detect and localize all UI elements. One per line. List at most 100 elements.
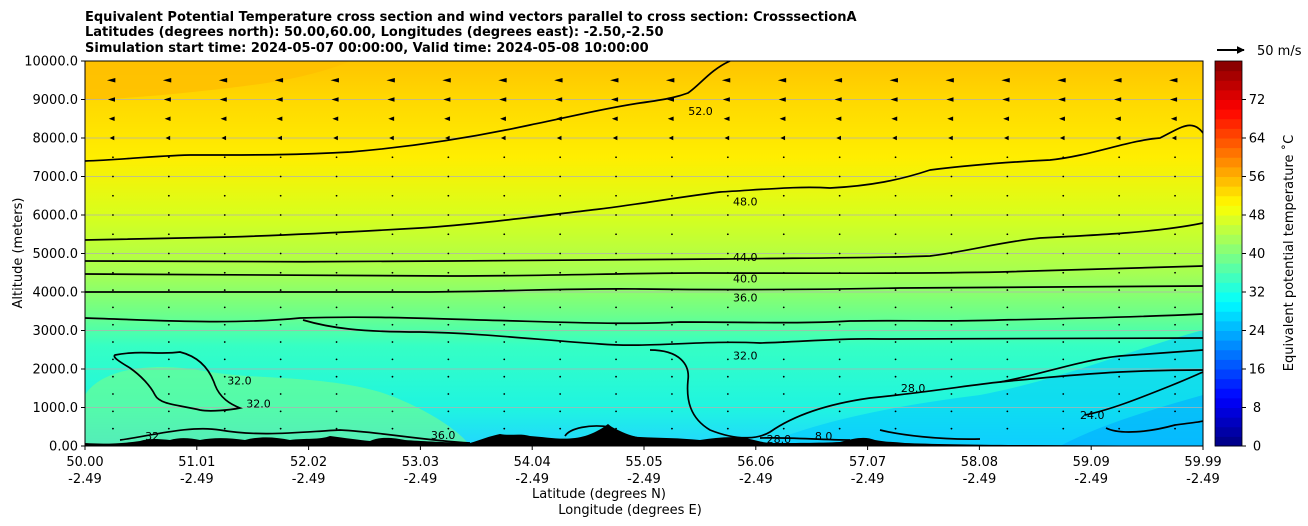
x-tick-label-lat: 54.04 [514, 455, 551, 470]
wind-arrow [500, 116, 506, 122]
wind-arrow [391, 214, 394, 216]
chart-title-line-3: Simulation start time: 2024-05-07 00:00:… [85, 41, 649, 56]
wind-arrow [1006, 156, 1009, 159]
colorbar-band [1215, 176, 1242, 187]
wind-arrow [671, 252, 673, 255]
wind-arrow [780, 135, 786, 141]
wind-arrow [447, 323, 450, 326]
wind-arrow [442, 77, 451, 83]
wind-arrow [279, 358, 282, 361]
wind-arrow [782, 156, 785, 159]
wind-arrow [1006, 175, 1009, 178]
wind-arrow [1114, 97, 1122, 102]
wind-arrow [447, 194, 450, 197]
wind-arrow [894, 175, 897, 178]
wind-arrow [894, 289, 897, 291]
wind-arrow [333, 135, 338, 141]
wind-arrow [279, 323, 282, 326]
colorbar-band [1215, 195, 1242, 206]
wind-arrow [391, 410, 394, 413]
wind-arrow [503, 358, 506, 361]
wind-arrow [447, 271, 450, 274]
wind-arrow [615, 233, 617, 236]
colorbar-tick-label: 32 [1249, 286, 1266, 301]
wind-arrow [279, 271, 282, 274]
wind-arrow [950, 156, 953, 159]
wind-arrow [1174, 323, 1176, 326]
colorbar-band [1215, 301, 1242, 312]
wind-arrow [671, 427, 673, 430]
wind-arrow [615, 252, 617, 255]
contour-28 [999, 349, 1203, 383]
colorbar-band [1215, 263, 1242, 274]
wind-arrow [559, 233, 562, 236]
y-axis: 0.00 1000.0 2000.0 3000.0 4000.0 5000.0 6000.0… [24, 55, 85, 455]
colorbar-band [1215, 359, 1242, 370]
wind-arrow [165, 135, 171, 141]
wind-arrow [1006, 393, 1009, 395]
wind-arrow [722, 97, 730, 102]
colorbar-band [1215, 243, 1242, 254]
colorbar-band [1215, 340, 1242, 351]
wind-arrow [223, 214, 226, 216]
wind-arrow [950, 341, 953, 343]
wind-arrow [331, 97, 339, 102]
wind-arrow [894, 252, 897, 255]
wind-arrow [162, 77, 172, 83]
wind-arrow [726, 375, 729, 378]
wind-arrow [167, 252, 170, 255]
chart-title-line-2: Latitudes (degrees north): 50.00,60.00, … [85, 25, 664, 40]
wind-arrow [503, 194, 506, 197]
x-tick-label-lon: -2.49 [739, 472, 773, 487]
x-tick-label-lon: -2.49 [515, 472, 549, 487]
wind-arrow [556, 135, 562, 141]
wind-arrow [391, 156, 394, 159]
wind-arrow [671, 410, 673, 413]
wind-arrow [1006, 341, 1009, 343]
colorbar-band [1215, 417, 1242, 428]
wind-arrow [950, 427, 953, 430]
wind-arrow [112, 194, 114, 197]
wind-arrow [1057, 77, 1066, 83]
wind-arrow [1113, 77, 1122, 83]
wind-arrow [671, 175, 673, 178]
contour-48-upper [85, 124, 1203, 241]
contour-label: 24.0 [1080, 409, 1105, 422]
colorbar-band [1215, 253, 1242, 264]
colorbar-tick-label: 64 [1249, 132, 1266, 147]
colorbar-band [1215, 311, 1242, 322]
contour-44 [85, 265, 1203, 277]
wind-arrow [112, 410, 114, 413]
colorbar-band [1215, 282, 1242, 293]
wind-arrow [335, 194, 338, 197]
wind-arrow [671, 375, 673, 378]
wind-arrow [335, 393, 338, 395]
wind-arrow [1059, 135, 1065, 141]
wind-arrow [782, 410, 785, 413]
wind-arrow [219, 97, 227, 102]
y-tick-label: 1000.0 [33, 401, 79, 416]
wind-arrow [726, 175, 729, 178]
wind-arrow [1006, 323, 1009, 326]
wind-arrow [1062, 393, 1065, 395]
wind-arrow [223, 306, 226, 309]
colorbar-band [1215, 118, 1242, 129]
x-tick-label-lon: -2.49 [68, 472, 102, 487]
wind-arrow [335, 375, 338, 378]
wind-arrow [671, 156, 673, 159]
wind-arrow [559, 375, 562, 378]
wind-arrow [503, 427, 506, 430]
wind-arrow [726, 306, 729, 309]
y-tick-label: 9000.0 [33, 93, 79, 108]
wind-arrow [223, 289, 226, 291]
wind-arrow [947, 116, 954, 122]
wind-arrow [223, 271, 226, 274]
contour-label: 32.0 [733, 349, 758, 362]
colorbar-band [1215, 224, 1242, 235]
chart-title-line-1: Equivalent Potential Temperature cross s… [85, 10, 857, 25]
wind-arrow [1118, 393, 1121, 395]
wind-arrow [671, 306, 673, 309]
wind-arrow [503, 252, 506, 255]
wind-arrow [503, 393, 506, 395]
wind-arrow [499, 97, 507, 102]
